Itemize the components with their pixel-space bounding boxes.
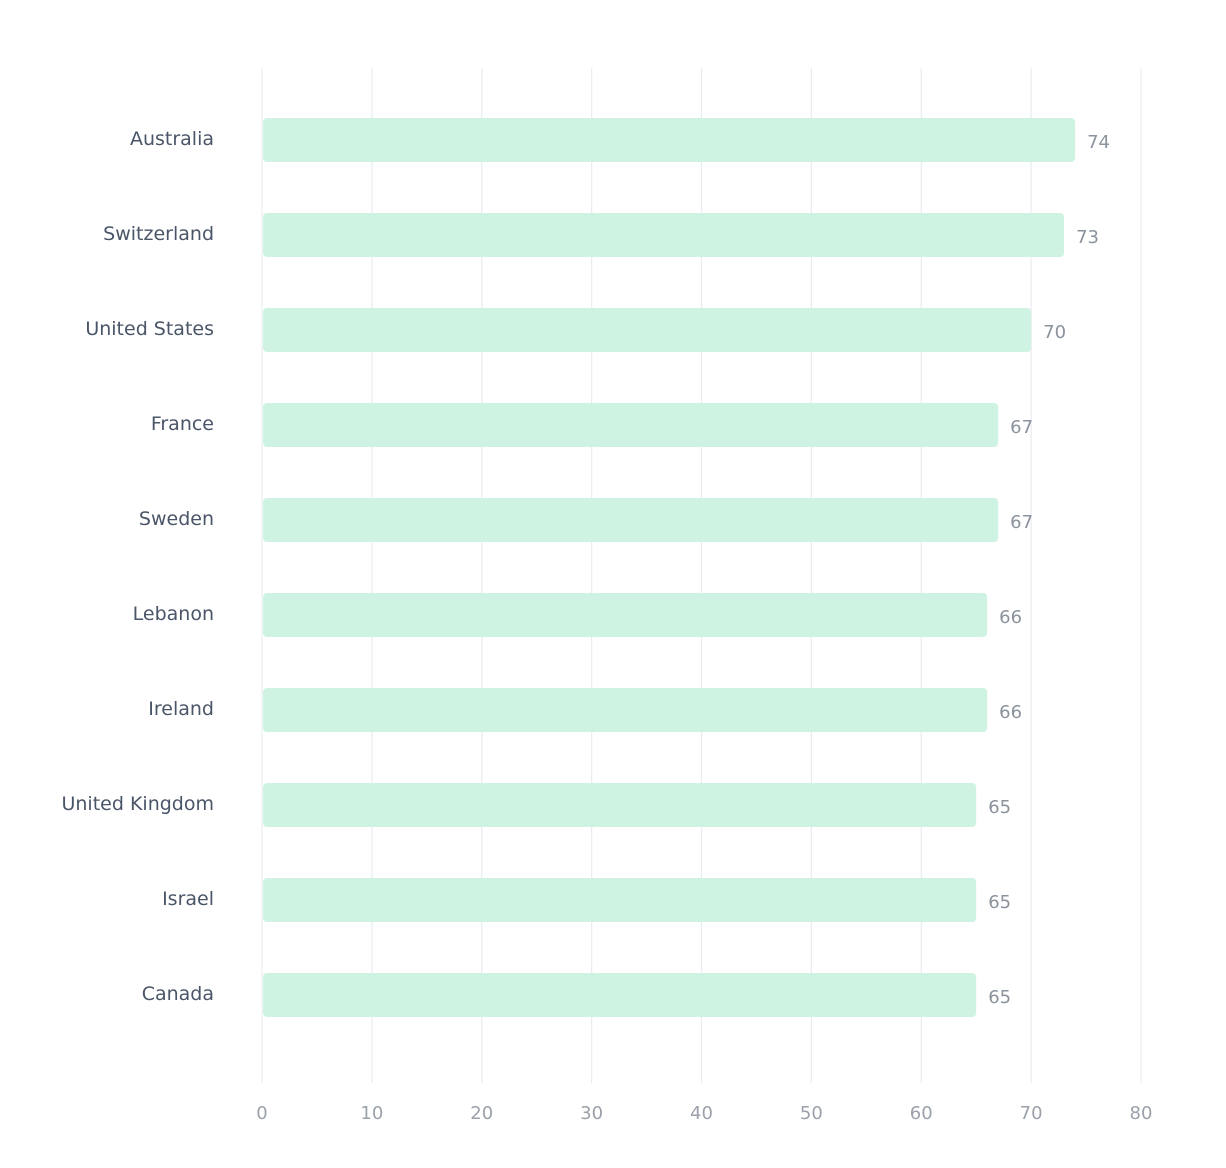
value-label-canada: 65 xyxy=(988,987,1011,1008)
value-label-switzerland: 73 xyxy=(1076,227,1099,248)
x-tick-label-0: 0 xyxy=(256,1103,267,1124)
bar-united-states xyxy=(263,308,1032,352)
bar-ireland xyxy=(263,688,988,732)
value-label-france: 67 xyxy=(1010,417,1033,438)
x-tick-label-50: 50 xyxy=(800,1103,823,1124)
value-labels: 74 73 70 67 67 66 66 65 65 65 xyxy=(988,132,1110,1008)
x-tick-label-70: 70 xyxy=(1020,1103,1043,1124)
category-label-sweden: Sweden xyxy=(139,508,214,530)
category-label-lebanon: Lebanon xyxy=(133,603,214,625)
x-tick-label-10: 10 xyxy=(360,1103,383,1124)
category-labels: Australia Switzerland United States France S… xyxy=(61,128,214,1005)
bar-united-kingdom xyxy=(263,783,977,827)
value-label-lebanon: 66 xyxy=(999,607,1022,628)
value-label-israel: 65 xyxy=(988,892,1011,913)
category-label-switzerland: Switzerland xyxy=(103,223,214,245)
bar-switzerland xyxy=(263,213,1065,257)
category-label-canada: Canada xyxy=(142,983,214,1005)
category-label-france: France xyxy=(151,413,214,435)
bar-sweden xyxy=(263,498,999,542)
x-tick-label-40: 40 xyxy=(690,1103,713,1124)
bar-canada xyxy=(263,973,977,1017)
x-tick-label-20: 20 xyxy=(470,1103,493,1124)
value-label-ireland: 66 xyxy=(999,702,1022,723)
category-label-united-states: United States xyxy=(85,318,214,340)
x-axis-ticks: 0 10 20 30 40 50 60 70 80 xyxy=(256,1103,1152,1124)
bars xyxy=(263,118,1076,1017)
category-label-united-kingdom: United Kingdom xyxy=(61,793,214,815)
category-label-israel: Israel xyxy=(162,888,214,910)
bar-lebanon xyxy=(263,593,988,637)
value-label-australia: 74 xyxy=(1087,132,1110,153)
x-tick-label-30: 30 xyxy=(580,1103,603,1124)
value-label-sweden: 67 xyxy=(1010,512,1033,533)
value-label-united-states: 70 xyxy=(1043,322,1066,343)
category-label-ireland: Ireland xyxy=(148,698,214,720)
x-tick-label-60: 60 xyxy=(910,1103,933,1124)
category-label-australia: Australia xyxy=(130,128,214,150)
x-tick-label-80: 80 xyxy=(1130,1103,1153,1124)
bar-australia xyxy=(263,118,1076,162)
bar-france xyxy=(263,403,999,447)
bar-israel xyxy=(263,878,977,922)
value-label-united-kingdom: 65 xyxy=(988,797,1011,818)
